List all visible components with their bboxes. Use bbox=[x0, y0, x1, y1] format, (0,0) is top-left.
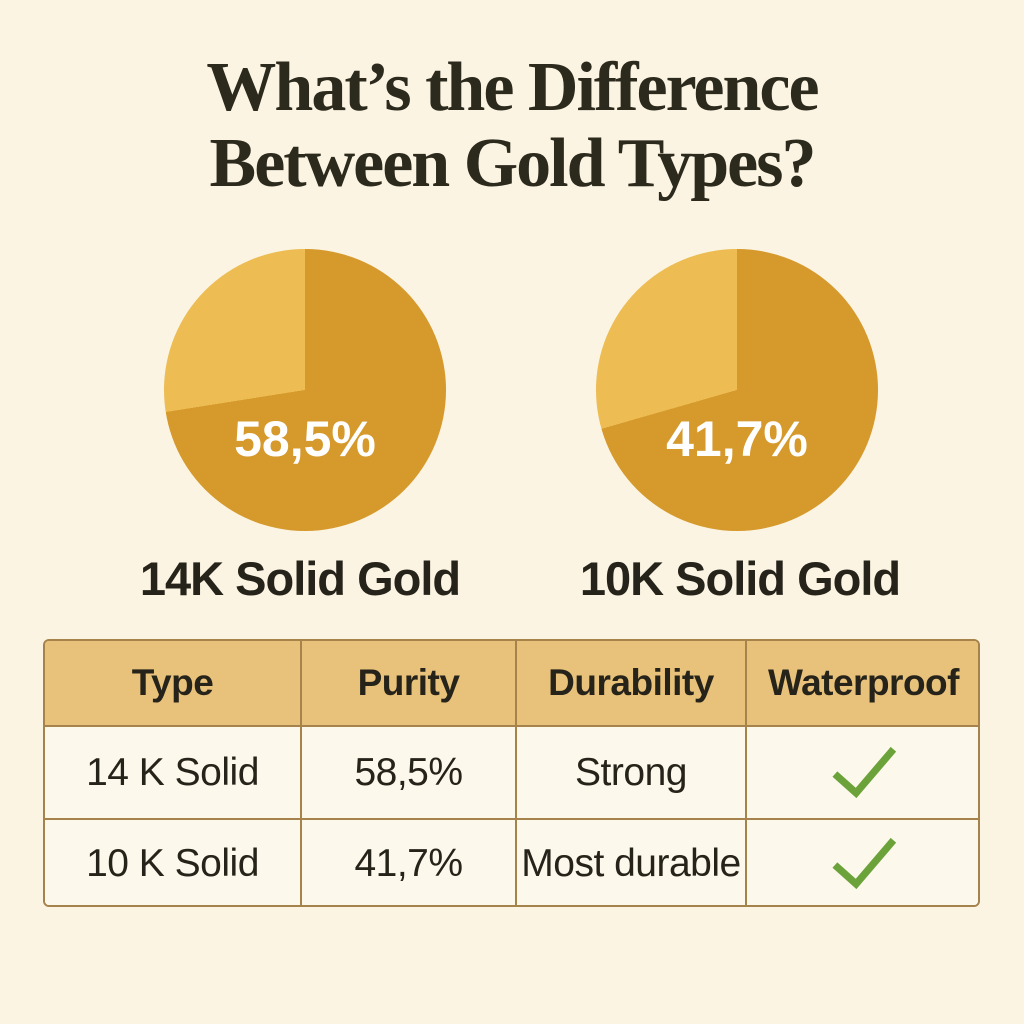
page-title-line1: What’s the Difference bbox=[206, 49, 819, 126]
pie-chart-10k-solid-gold: 41,7% bbox=[596, 249, 878, 531]
table-row-10k-durability: Most durable bbox=[515, 818, 745, 905]
table-row-14k-type: 14 K Solid bbox=[45, 725, 300, 818]
page-title: What’s the Difference Between Gold Types… bbox=[0, 50, 1024, 201]
comparison-table: Type Purity Durability Waterproof 14 K S… bbox=[43, 639, 980, 907]
page-title-line2: Between Gold Types? bbox=[209, 124, 817, 202]
checkmark-icon bbox=[831, 837, 896, 890]
pie-value-label-10k: 41,7% bbox=[666, 411, 808, 467]
header-cell-type: Type bbox=[45, 641, 300, 725]
header-cell-waterproof: Waterproof bbox=[745, 641, 978, 725]
table-row-10k-type: 10 K Solid bbox=[45, 818, 300, 905]
header-cell-durability: Durability bbox=[515, 641, 745, 725]
pie-caption-10k-solid-gold: 10K Solid Gold bbox=[579, 552, 901, 605]
checkmark-icon bbox=[831, 746, 896, 799]
table-row-14k-waterproof bbox=[745, 725, 978, 818]
table-row-14k-durability: Strong bbox=[515, 725, 745, 818]
pie-chart-14k-solid-gold: 58,5% bbox=[164, 249, 446, 531]
pie-value-label-14k: 58,5% bbox=[234, 411, 376, 467]
pie-caption-14k-solid-gold: 14K Solid Gold bbox=[139, 552, 461, 605]
table-row-10k-purity: 41,7% bbox=[300, 818, 515, 905]
table-row-10k-waterproof bbox=[745, 818, 978, 905]
table-row-14k-purity: 58,5% bbox=[300, 725, 515, 818]
header-cell-purity: Purity bbox=[300, 641, 515, 725]
